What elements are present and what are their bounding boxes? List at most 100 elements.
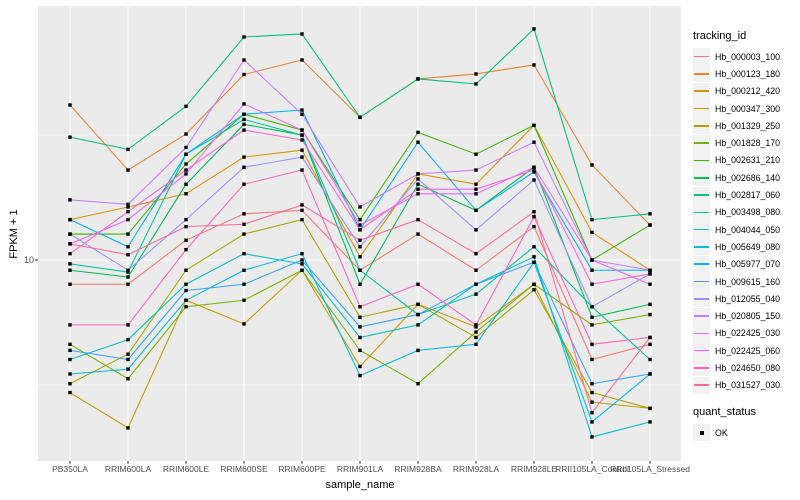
data-point-marker [184,217,188,222]
data-point-marker [358,228,362,232]
legend-key-line [694,211,709,214]
legend-item-label: Hb_005977_070 [715,259,781,270]
data-point-marker [358,373,362,378]
data-point-marker [416,140,420,144]
data-point-marker [126,245,130,249]
data-point-marker [68,282,72,286]
data-point-marker [242,155,246,159]
quant-legend-item: OK [693,424,798,442]
data-point-marker [358,364,362,369]
legend-item: Hb_024650_080 [693,359,798,377]
data-point-marker [242,35,246,39]
legend-items: Hb_000003_100 Hb_000123_180 Hb_000212_420 H… [693,48,798,394]
legend-key-line [694,142,709,144]
data-point-marker [474,182,478,186]
legend-key [693,290,710,308]
data-point-marker [590,305,594,309]
data-point-marker [648,272,652,276]
data-point-marker [300,58,304,62]
data-point-marker [416,312,420,317]
data-point-marker [648,372,652,376]
legend-item: Hb_002631_210 [693,151,798,169]
data-point-marker [184,298,188,302]
legend-key [693,151,710,169]
data-point-marker [532,63,536,67]
legend-key-line [694,159,709,162]
data-point-marker [416,348,420,353]
data-point-marker [126,202,130,207]
data-point-marker [416,282,420,286]
x-tick-label: RRIM600SE [220,464,268,474]
x-tick-label: PB350LA [52,464,88,474]
legend-key [693,48,710,66]
data-point-marker [474,82,478,86]
legend-item: Hb_031527_030 [693,376,798,394]
legend-item-label: Hb_002686_140 [715,172,781,183]
legend-item: Hb_000347_300 [693,100,798,118]
data-point-marker [184,152,188,156]
data-point-marker [474,292,478,296]
data-point-marker [416,172,420,176]
legend-key [693,307,710,325]
data-point-marker [590,163,594,167]
data-point-marker [242,112,246,116]
data-point-marker [126,367,130,371]
data-point-marker [358,217,362,222]
data-point-marker [300,258,304,262]
data-point-marker [474,72,478,76]
data-point-marker [648,357,652,362]
data-point-marker [474,228,478,232]
legend-key [693,255,710,273]
quant-legend-key [693,424,710,442]
data-point-marker [300,108,304,112]
data-point-marker [126,253,130,257]
data-point-marker [68,198,72,202]
data-point-marker [590,315,594,319]
legend-item-label: Hb_001329_250 [715,120,781,131]
data-point-marker [126,377,130,381]
data-point-marker [300,268,304,272]
data-point-marker [242,322,246,326]
data-point-marker [474,208,478,213]
legend-key [693,65,710,83]
data-point-marker [126,232,130,236]
data-point-marker [474,187,478,191]
data-point-marker [532,123,536,127]
data-point-marker [416,187,420,191]
data-point-marker [648,406,652,411]
data-point-marker [184,104,188,108]
data-point-marker [242,268,246,272]
data-point-marker [300,203,304,207]
data-point-marker [648,282,652,286]
data-point-marker [358,245,362,249]
legend-key-line [694,90,709,93]
legend-item-label: Hb_005649_080 [715,241,781,252]
quant-legend-title: quant_status [693,405,756,418]
legend-key [693,359,710,377]
data-point-marker [68,251,72,256]
data-point-marker [300,262,304,266]
data-point-marker [358,238,362,242]
x-tick-label: RRIM901LA [336,464,384,474]
legend-key-line [694,125,709,127]
data-point-marker [358,335,362,340]
legend-item: Hb_000212_420 [693,82,798,100]
data-point-marker [416,182,420,186]
data-point-marker [474,323,478,327]
legend-item-label: Hb_012055_040 [715,293,781,304]
data-point-marker [300,112,304,116]
data-point-marker [126,205,130,209]
data-point-marker [532,210,536,214]
data-point-marker [532,215,536,219]
data-point-marker [590,357,594,362]
data-point-marker [242,102,246,106]
data-point-marker [358,115,362,120]
x-tick-label: RRII105LA_Stressed [610,464,690,474]
data-point-marker [242,222,246,226]
data-point-marker [68,242,72,246]
legend-item-label: Hb_009615_160 [715,276,781,287]
data-point-marker [126,168,130,172]
data-point-marker [532,27,536,31]
x-tick-label: RRIM600LA [104,464,152,474]
legend-item: Hb_002686_140 [693,169,798,187]
